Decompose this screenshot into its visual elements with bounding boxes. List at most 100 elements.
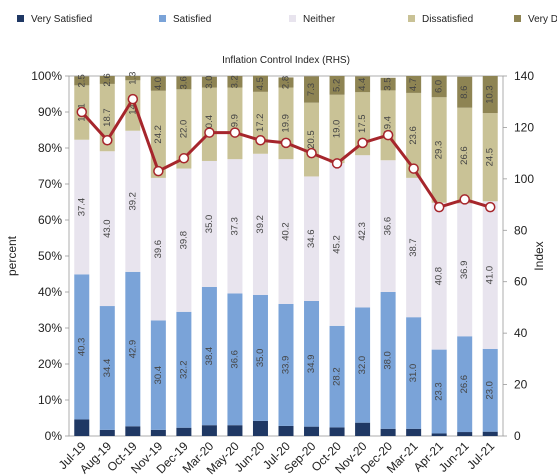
bar-value-label: 35.0 [204,215,215,234]
bar-value-label: 40.2 [281,222,292,241]
y2-tick-label: 20 [514,378,528,392]
bar-value-label: 40.8 [434,267,445,286]
y-tick-label: 0% [45,429,63,443]
bar-value-label: 42.3 [357,222,368,241]
bar-segment-satisfied [355,307,371,423]
bar-value-label: 17.5 [357,114,368,133]
index-point [255,135,266,146]
bar-segment-dissatisfied [406,92,422,178]
y-tick-label: 50% [38,249,62,263]
legend-label-very-dissatisfied: Very Dissatisfied [528,14,557,25]
bar-value-label: 39.2 [127,192,138,211]
bar-segment-dissatisfied [457,107,473,204]
bar-segment-satisfied [74,274,90,420]
bar-segment-neither [252,153,268,295]
bar-segment-very-satisfied [150,429,166,436]
bar-segment-neither [201,160,217,287]
bar-segment-very-satisfied [278,425,294,436]
bar-segment-satisfied [176,311,192,428]
bar-segment-very-satisfied [74,419,90,436]
bar-segment-very-dissatisfied [355,76,371,93]
bar-segment-satisfied [380,292,396,429]
bar-segment-neither [150,177,166,321]
bar-value-label: 36.6 [383,217,394,236]
bar-segment-neither [431,202,447,350]
bar-segment-very-satisfied [304,426,320,436]
bar-value-label: 36.9 [459,261,470,280]
bar-value-label: 38.0 [383,351,394,370]
chart-subtitle: Inflation Control Index (RHS) [222,55,350,66]
bar-segment-dissatisfied [176,89,192,169]
index-point [102,135,113,146]
bar-value-label: 26.6 [459,146,470,165]
bar-segment-very-satisfied [482,431,498,436]
bar-segment-dissatisfied [329,94,345,164]
bar-segment-very-dissatisfied [482,76,498,114]
bar-segment-very-satisfied [201,425,217,436]
index-point [306,147,317,159]
y2-axis-title: Index [532,241,546,270]
bar-segment-neither [329,163,345,326]
bar-segment-neither [278,159,294,304]
bar-segment-dissatisfied [304,102,320,177]
bar-value-label: 5.2 [332,79,343,92]
bar-segment-neither [380,160,396,292]
bar-segment-very-satisfied [99,429,115,436]
bar-segment-very-dissatisfied [329,76,345,95]
legend-swatch-satisfied [159,15,166,22]
legend-label-very-satisfied: Very Satisfied [31,14,92,25]
bar-segment-neither [99,151,115,307]
y2-tick-label: 80 [514,223,528,237]
y-tick-label: 10% [38,393,62,407]
bar-value-label: 41.0 [485,266,496,285]
bar-value-label: 19.9 [281,114,292,133]
bar-value-label: 19.9 [229,114,240,133]
bar-segment-satisfied [252,294,268,421]
bar-segment-very-dissatisfied [406,76,422,93]
bar-value-label: 32.0 [357,356,368,375]
bar-segment-very-satisfied [355,422,371,436]
bar-segment-satisfied [482,348,498,432]
bar-segment-dissatisfied [380,90,396,161]
bar-value-label: 3.2 [229,75,240,88]
legend-swatch-dissatisfied [408,15,415,22]
bar-segment-very-dissatisfied [227,76,243,88]
bar-segment-dissatisfied [482,113,498,202]
bar-segment-satisfied [329,325,345,428]
bar-value-label: 38.7 [408,238,419,256]
legend-swatch-very-dissatisfied [514,15,521,22]
legend-label-satisfied: Satisfied [173,14,211,25]
x-tick-label: Jul-21 [464,439,497,472]
index-point [331,158,343,169]
bar-value-label: 43.0 [102,219,113,238]
bar-value-label: 29.3 [434,141,445,160]
bar-value-label: 4.7 [408,78,419,91]
bar-segment-very-dissatisfied [252,75,268,92]
bar-segment-satisfied [150,320,166,430]
bar-value-label: 1.3 [127,72,138,85]
bar-segment-neither [406,177,422,318]
bar-value-label: 34.4 [102,359,113,378]
bar-segment-very-satisfied [176,427,192,436]
bar-value-label: 39.8 [178,231,189,250]
bar-value-label: 32.2 [178,361,189,380]
index-point [459,194,470,205]
bar-segment-neither [74,139,90,275]
bar-value-label: 7.3 [306,83,317,96]
bar-segment-very-dissatisfied [431,75,447,98]
bar-segment-satisfied [99,306,115,430]
bar-segment-satisfied [457,336,473,433]
bar-value-label: 24.2 [153,125,164,144]
bar-segment-neither [355,155,371,308]
bar-value-label: 19.4 [383,116,394,135]
bar-segment-very-dissatisfied [150,76,166,91]
bar-segment-very-satisfied [380,428,396,436]
bar-segment-very-dissatisfied [304,76,320,103]
bar-value-label: 2.8 [281,76,292,89]
y2-tick-label: 120 [514,120,534,134]
bar-segment-neither [482,201,498,349]
bar-value-label: 39.6 [153,240,164,259]
bar-value-label: 20.5 [306,130,317,149]
bar-segment-very-dissatisfied [380,77,396,91]
bar-value-label: 37.4 [76,198,87,217]
